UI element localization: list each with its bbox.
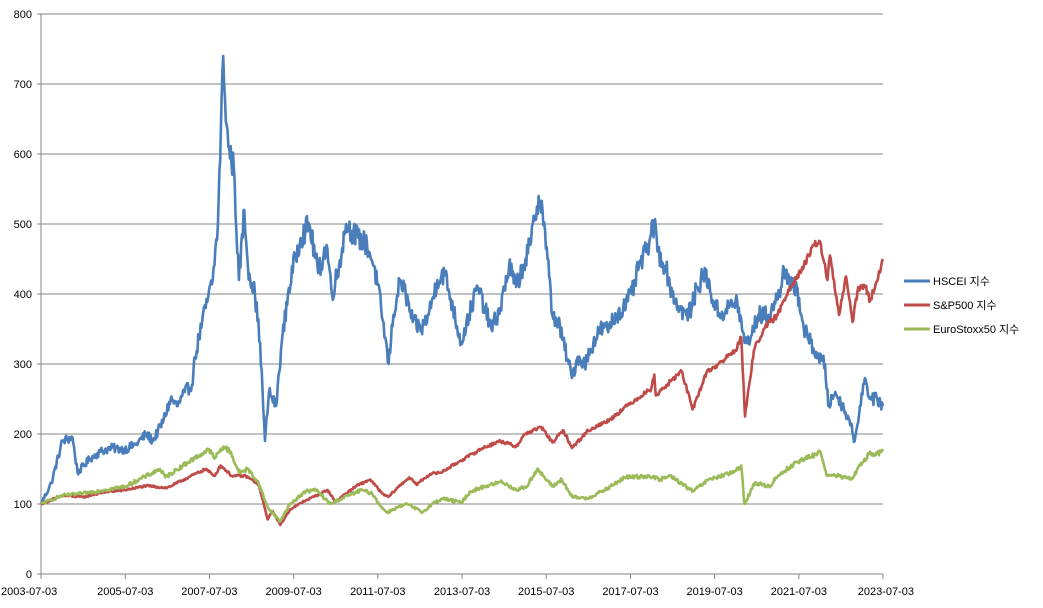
legend-label: HSCEI 지수: [933, 275, 990, 288]
plot-area-series: [39, 54, 885, 527]
gridlines: [41, 13, 883, 505]
x-tick-label: 2021-07-03: [771, 586, 827, 598]
y-tick-label: 700: [14, 79, 32, 91]
series-line-2: [39, 445, 885, 523]
x-tick-label: 2017-07-03: [602, 586, 658, 598]
x-tick-label: 2011-07-03: [350, 586, 405, 598]
x-tick-label: 2019-07-03: [686, 586, 742, 598]
y-tick-label: 400: [14, 289, 32, 301]
y-tick-label: 300: [14, 359, 32, 371]
legend: HSCEI 지수 S&P500 지수 EuroStoxx50 지수: [904, 275, 1019, 336]
y-tick-label: 500: [14, 219, 32, 231]
x-tick-label: 2015-07-03: [518, 586, 574, 598]
series-line-1: [40, 239, 885, 527]
x-tick-label: 2005-07-03: [97, 586, 153, 598]
legend-label: EuroStoxx50 지수: [933, 323, 1019, 336]
x-tick-label: 2003-07-03: [1, 586, 57, 598]
x-tick-label: 2007-07-03: [181, 586, 237, 598]
y-tick-label: 200: [14, 429, 32, 441]
x-tick-label: 2013-07-03: [434, 586, 490, 598]
y-tick-label: 600: [14, 149, 32, 161]
y-axis-ticks: 0 100 200 300 400 500 600 700 800: [14, 9, 41, 581]
y-tick-label: 100: [14, 499, 32, 511]
x-tick-label: 2009-07-03: [266, 586, 322, 598]
y-tick-label: 800: [14, 9, 32, 21]
x-tick-label: 2023-07-03: [858, 586, 914, 598]
x-axis-ticks: 2003-07-03 2005-07-03 2007-07-03 2009-07-03…: [1, 574, 914, 598]
y-tick-label: 0: [26, 569, 32, 581]
series-line-0: [39, 54, 885, 505]
legend-label: S&P500 지수: [933, 299, 997, 312]
